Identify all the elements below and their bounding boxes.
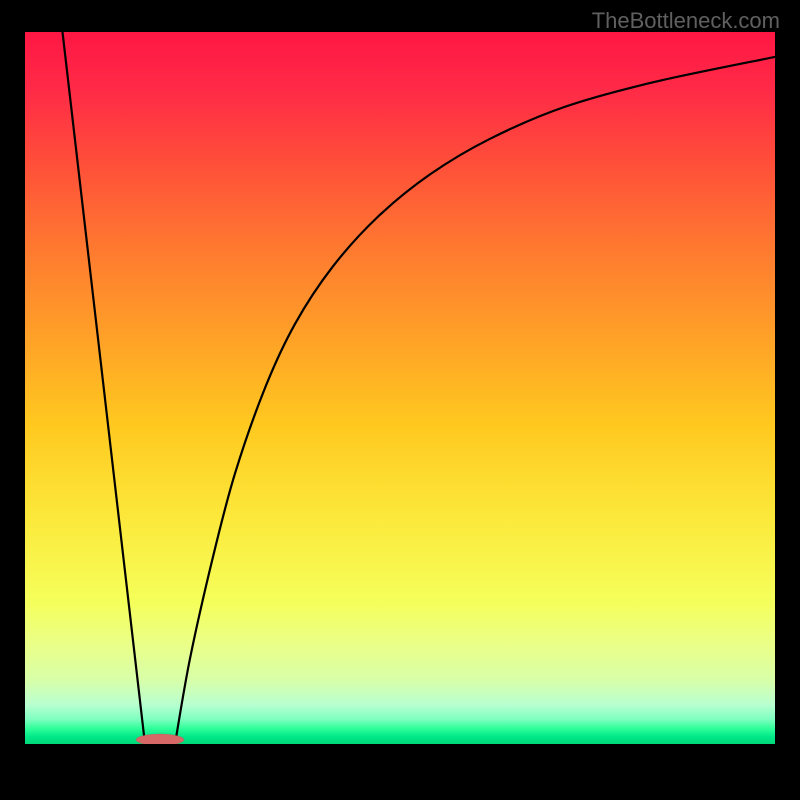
chart-svg <box>25 32 775 744</box>
valley-marker <box>136 734 184 744</box>
chart-background <box>25 32 775 744</box>
chart-plot-area <box>25 32 775 744</box>
watermark-text: TheBottleneck.com <box>592 8 780 34</box>
